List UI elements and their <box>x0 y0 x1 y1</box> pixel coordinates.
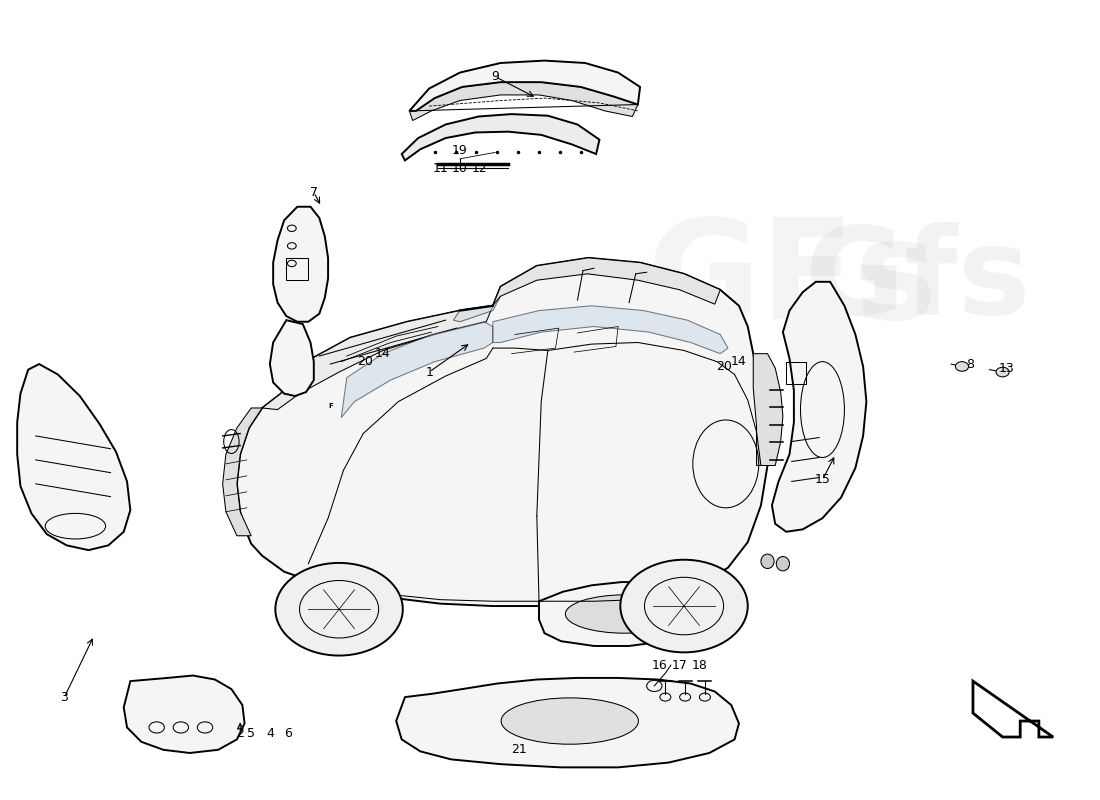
Text: 6: 6 <box>285 727 293 740</box>
Polygon shape <box>409 82 638 121</box>
Polygon shape <box>222 408 262 536</box>
Ellipse shape <box>565 595 684 633</box>
Text: 4: 4 <box>266 727 274 740</box>
Circle shape <box>620 560 748 652</box>
Bar <box>286 258 308 280</box>
Polygon shape <box>341 322 493 418</box>
Text: 7: 7 <box>310 186 318 199</box>
Text: 16: 16 <box>652 658 668 672</box>
Ellipse shape <box>777 557 790 571</box>
Polygon shape <box>262 306 493 410</box>
Text: 18: 18 <box>692 658 707 672</box>
Text: 19: 19 <box>452 144 468 158</box>
Text: 20: 20 <box>716 360 732 373</box>
Polygon shape <box>754 354 783 466</box>
Circle shape <box>996 367 1009 377</box>
Circle shape <box>275 563 403 655</box>
Text: passion for parts since 1985: passion for parts since 1985 <box>339 483 761 509</box>
Text: 8: 8 <box>966 358 974 370</box>
Circle shape <box>956 362 969 371</box>
Ellipse shape <box>502 698 638 744</box>
Ellipse shape <box>761 554 774 569</box>
Text: 12: 12 <box>472 162 487 175</box>
Bar <box>786 362 806 384</box>
Polygon shape <box>402 114 600 161</box>
Polygon shape <box>453 296 500 322</box>
Text: 14: 14 <box>732 355 747 368</box>
Text: 13: 13 <box>999 362 1015 374</box>
Text: 11: 11 <box>432 162 448 175</box>
Text: 2: 2 <box>236 727 244 740</box>
Text: 9: 9 <box>491 70 499 83</box>
Text: 20: 20 <box>358 355 373 368</box>
Polygon shape <box>236 258 768 606</box>
Polygon shape <box>409 61 640 111</box>
Text: 21: 21 <box>512 743 527 756</box>
Polygon shape <box>18 364 130 550</box>
Text: GFs: GFs <box>646 213 937 348</box>
Text: 3: 3 <box>60 690 68 703</box>
Text: 10: 10 <box>452 162 468 175</box>
Polygon shape <box>493 258 720 306</box>
Text: 14: 14 <box>375 347 390 360</box>
Polygon shape <box>270 320 314 396</box>
Text: 1: 1 <box>426 366 433 378</box>
Polygon shape <box>396 678 739 767</box>
Text: 17: 17 <box>672 658 688 672</box>
Text: Gfs: Gfs <box>805 222 1031 338</box>
Polygon shape <box>772 282 867 532</box>
Text: F: F <box>328 403 332 410</box>
Text: 5: 5 <box>248 727 255 740</box>
Polygon shape <box>493 306 728 354</box>
Polygon shape <box>123 675 244 753</box>
Polygon shape <box>273 206 328 322</box>
Polygon shape <box>539 582 715 646</box>
Polygon shape <box>974 681 1053 737</box>
Text: 15: 15 <box>814 474 830 486</box>
